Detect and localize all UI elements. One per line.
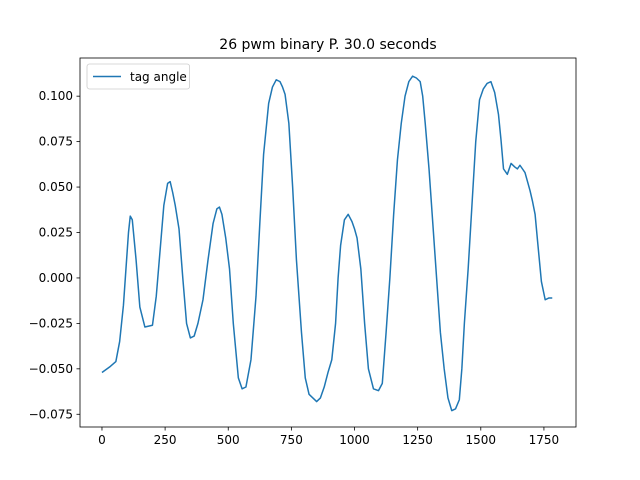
y-tick-label: 0.100 [39, 89, 73, 103]
x-tick-label: 0 [98, 433, 106, 447]
y-tick-label: −0.075 [29, 407, 73, 421]
y-tick-label: 0.000 [39, 271, 73, 285]
x-tick-label: 1000 [339, 433, 370, 447]
x-tick-label: 750 [280, 433, 303, 447]
y-tick-label: 0.025 [39, 226, 73, 240]
axes: 0 250 500 750 1000 1250 1500 1750 −0.075 −0.050 −0… [29, 57, 577, 447]
y-tick-label: −0.025 [29, 316, 73, 330]
chart-title: 26 pwm binary P. 30.0 seconds [219, 37, 436, 53]
x-tick-label: 1500 [466, 433, 497, 447]
series-line-0 [101, 75, 553, 412]
x-tick-label: 250 [154, 433, 177, 447]
x-tick-label: 1750 [529, 433, 560, 447]
legend: tag angle [86, 63, 190, 90]
axes-frame [79, 57, 577, 428]
plot-area [101, 75, 553, 412]
y-tick-label: 0.075 [39, 135, 73, 149]
legend-box [86, 63, 190, 90]
x-tick-label: 1250 [402, 433, 433, 447]
x-tick-label: 500 [217, 433, 240, 447]
y-tick-label: 0.050 [39, 180, 73, 194]
y-tick-label: −0.050 [29, 362, 73, 376]
legend-label: tag angle [130, 70, 187, 84]
